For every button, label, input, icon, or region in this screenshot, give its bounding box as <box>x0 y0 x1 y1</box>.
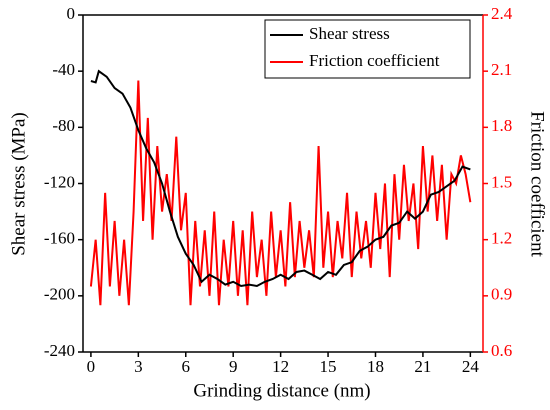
legend-label: Shear stress <box>309 24 390 43</box>
y-tick-label: -240 <box>44 341 75 360</box>
x-axis-label: Grinding distance (nm) <box>193 380 370 401</box>
x-tick-label: 9 <box>229 357 238 376</box>
y2-tick-label: 2.1 <box>491 60 512 79</box>
legend-box <box>264 19 471 79</box>
x-tick-label: 15 <box>320 357 337 376</box>
x-tick-label: 12 <box>272 357 289 376</box>
y2-tick-label: 1.8 <box>491 116 512 135</box>
legend-label: Friction coefficient <box>309 51 440 70</box>
y-tick-label: 0 <box>67 4 76 23</box>
data-line <box>90 69 471 288</box>
y-tick-label: -40 <box>52 60 75 79</box>
y2-tick-label: 1.2 <box>491 229 512 248</box>
x-tick-label: 24 <box>462 357 480 376</box>
y2-tick-label: 2.4 <box>491 4 513 23</box>
y2-tick-label: 1.5 <box>491 172 512 191</box>
y2-axis-label: Friction coefficient <box>527 111 548 258</box>
x-tick-label: 0 <box>87 357 96 376</box>
y-tick-label: -120 <box>44 172 75 191</box>
y-tick-label: -80 <box>52 116 75 135</box>
x-tick-label: 3 <box>134 357 143 376</box>
x-tick-label: 18 <box>367 357 384 376</box>
y-tick-label: -200 <box>44 285 75 304</box>
y-tick-label: -160 <box>44 229 75 248</box>
y2-tick-label: 0.9 <box>491 285 512 304</box>
y2-tick-label: 0.6 <box>491 341 512 360</box>
y-axis-label: Shear stress (MPa) <box>8 112 29 256</box>
data-line <box>89 80 472 306</box>
x-tick-label: 21 <box>414 357 431 376</box>
x-tick-label: 6 <box>182 357 191 376</box>
